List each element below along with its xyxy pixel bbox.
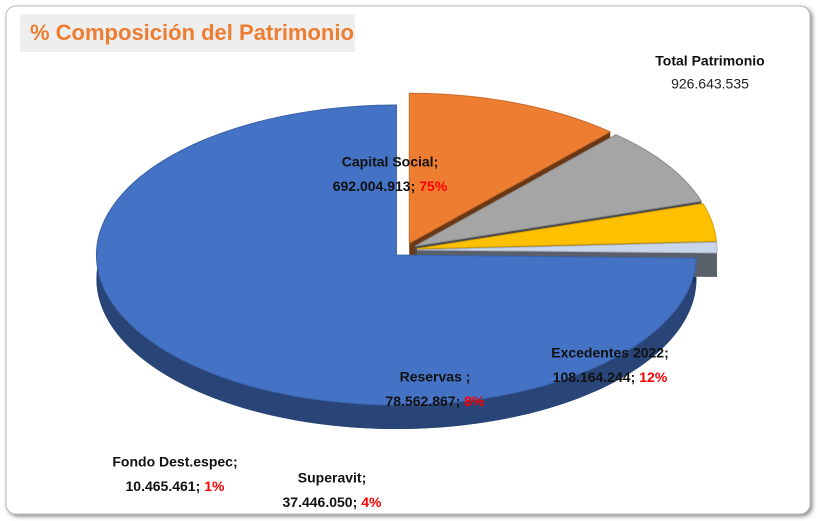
total-label: Total Patrimonio xyxy=(655,53,764,69)
slice-value-number: 108.164.244; xyxy=(553,369,636,385)
slice-percentage: 75% xyxy=(419,178,448,194)
pie-slice xyxy=(408,92,612,245)
pie-slice xyxy=(95,104,697,406)
slice-value: 108.164.244; 12% xyxy=(553,369,668,385)
slice-value: 78.562.867; 8% xyxy=(386,393,486,409)
slice-percentage: 8% xyxy=(464,393,485,409)
total-value: 926.643.535 xyxy=(671,76,749,92)
slice-label: Superavit; xyxy=(298,470,366,486)
slice-value: 10.465.461; 1% xyxy=(126,478,226,494)
slice-percentage: 4% xyxy=(361,494,382,510)
slice-value-number: 10.465.461; xyxy=(126,478,201,494)
slice-value: 37.446.050; 4% xyxy=(283,494,383,510)
slice-value-number: 78.562.867; xyxy=(386,393,461,409)
chart-title: % Composición del Patrimonio xyxy=(30,20,354,45)
slice-label: Capital Social; xyxy=(342,154,438,170)
slice-label: Reservas ; xyxy=(400,369,471,385)
pie-slice xyxy=(414,134,703,247)
title-background xyxy=(20,14,355,52)
pie-slice xyxy=(416,203,717,250)
slice-label: Fondo Dest.espec; xyxy=(112,454,237,470)
slice-label: Excedentes 2022; xyxy=(551,345,669,361)
slice-percentage: 12% xyxy=(639,369,668,385)
slice-value-number: 37.446.050; xyxy=(283,494,358,510)
slice-percentage: 1% xyxy=(204,478,225,494)
pie-slice xyxy=(416,241,718,254)
slice-value-number: 692.004.913; xyxy=(333,178,416,194)
slice-value: 692.004.913; 75% xyxy=(333,178,448,194)
